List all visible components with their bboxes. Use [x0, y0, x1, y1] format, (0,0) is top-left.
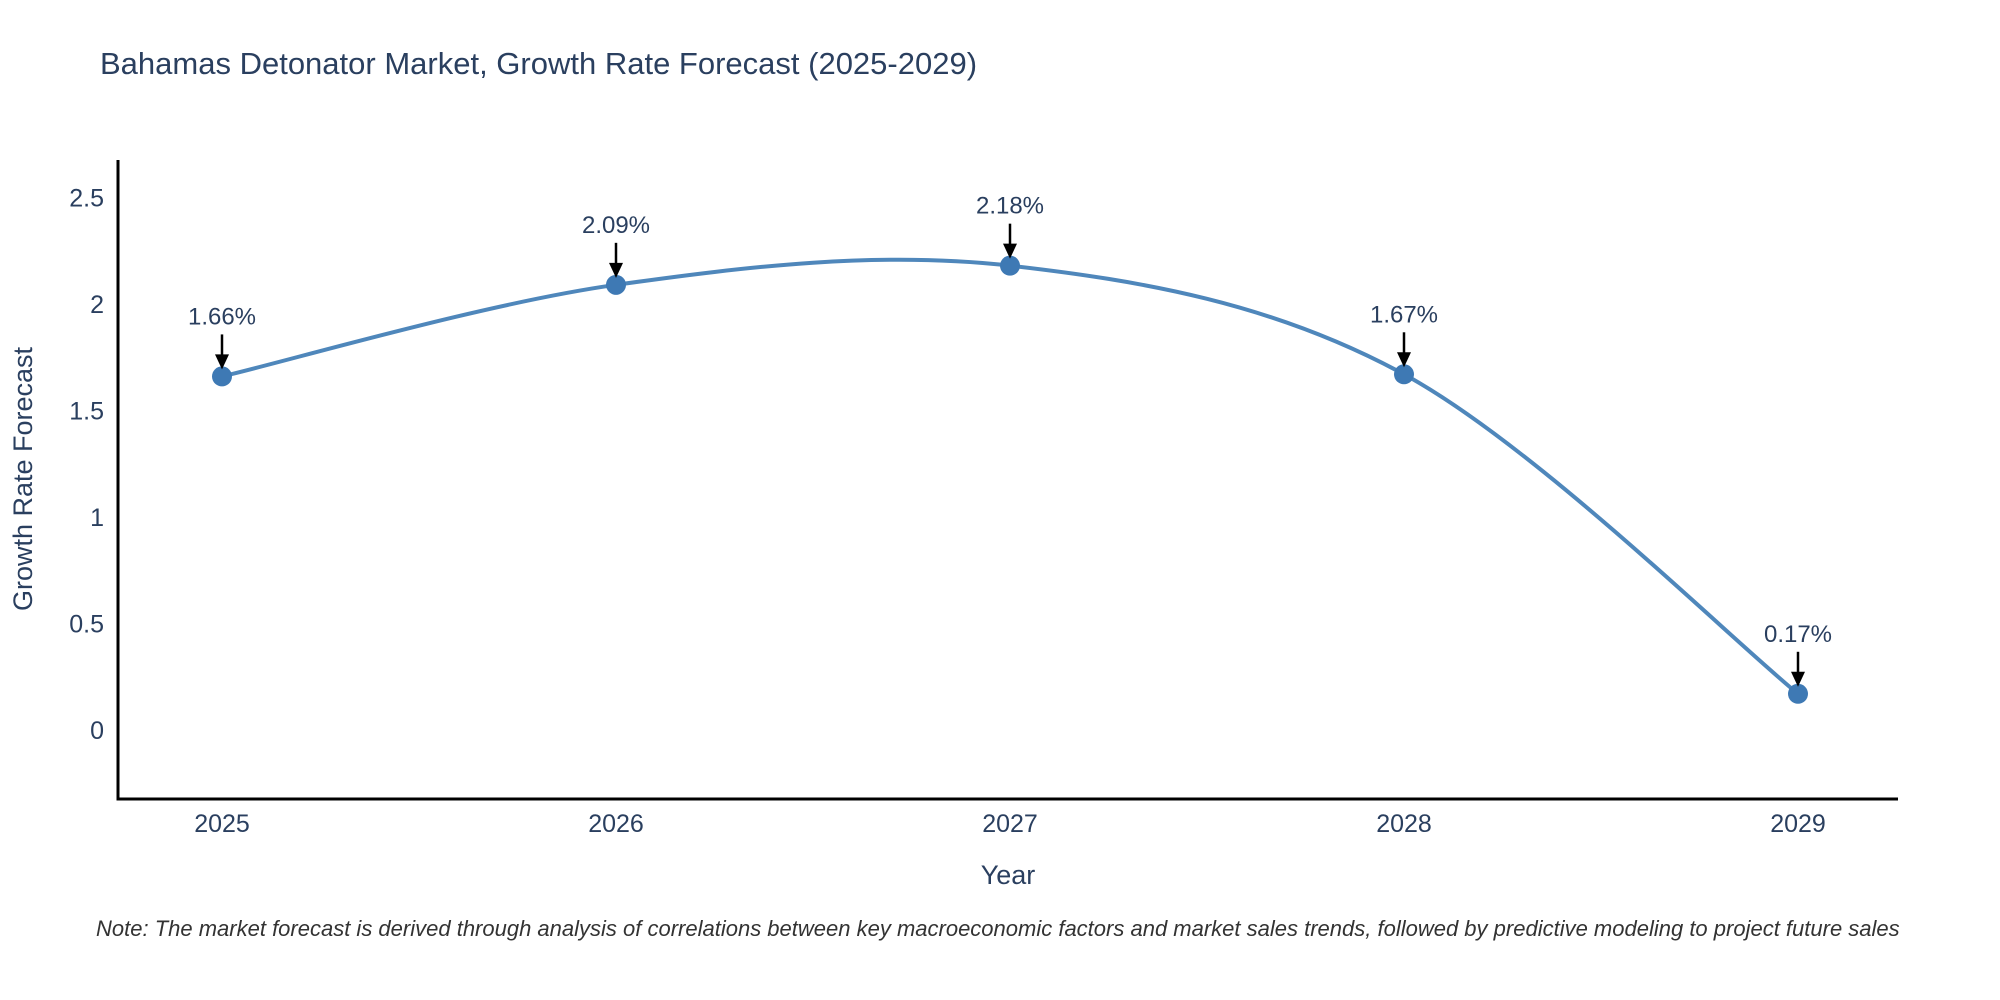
point-annotation-label: 1.67%	[1370, 301, 1438, 328]
x-axis-title: Year	[981, 860, 1036, 890]
axis-lines	[116, 160, 1898, 801]
y-tick-label: 0.5	[69, 611, 104, 639]
data-point-2027	[1000, 255, 1020, 276]
data-point-2028	[1394, 364, 1414, 385]
y-tick-label: 2.5	[69, 185, 104, 213]
x-tick-label: 2027	[982, 810, 1038, 838]
x-tick-label: 2028	[1376, 810, 1432, 838]
annotation-arrowhead-icon	[1003, 243, 1017, 259]
data-point-2025	[212, 366, 232, 387]
data-point-2026	[606, 274, 626, 295]
point-annotation-label: 2.18%	[976, 193, 1044, 220]
annotation-arrowhead-icon	[609, 262, 623, 278]
chart-title: Bahamas Detonator Market, Growth Rate Fo…	[100, 46, 978, 81]
x-tick-label: 2025	[194, 810, 250, 838]
y-tick-label: 0	[90, 717, 104, 745]
annotation-arrowhead-icon	[1397, 352, 1411, 368]
point-annotation-label: 1.66%	[188, 303, 256, 330]
series-line	[220, 257, 1800, 696]
footnote-text: Note: The market forecast is derived thr…	[96, 916, 1900, 941]
annotation-arrowhead-icon	[1791, 671, 1805, 687]
point-annotation-label: 2.09%	[582, 212, 650, 239]
x-tick-label: 2026	[588, 810, 644, 838]
point-annotation-label: 0.17%	[1764, 621, 1832, 648]
annotation-arrowhead-icon	[215, 354, 229, 370]
y-tick-label: 2	[90, 291, 104, 319]
y-axis-title: Growth Rate Forecast	[8, 346, 38, 611]
y-tick-label: 1	[90, 504, 104, 532]
data-point-2029	[1788, 683, 1808, 704]
y-tick-label: 1.5	[69, 398, 104, 426]
x-tick-label: 2029	[1770, 810, 1826, 838]
